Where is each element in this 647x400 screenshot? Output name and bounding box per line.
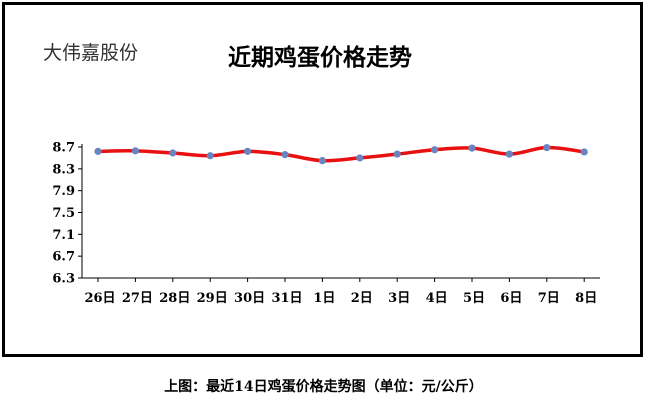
data-point: [543, 143, 551, 152]
y-tick-label: 6.7: [52, 250, 75, 265]
data-point: [580, 148, 588, 156]
x-tick-label: 29日: [197, 291, 228, 306]
data-point: [356, 154, 364, 162]
data-point: [505, 150, 513, 158]
x-tick-label: 7日: [538, 291, 560, 306]
x-tick-label: 3日: [388, 291, 410, 306]
data-point: [393, 150, 401, 158]
chart-caption: 上图：最近14日鸡蛋价格走势图（单位：元/公斤）: [164, 379, 483, 395]
data-point: [281, 151, 289, 159]
y-tick-label: 8.7: [52, 141, 75, 156]
x-axis-ticks: 26日 27日 28日 29日 30日 31日 1日 2日 3日 4日 5日 6日 7日 8日: [84, 278, 597, 306]
data-point: [94, 147, 102, 155]
y-tick-label: 7.5: [52, 206, 75, 221]
data-point: [169, 149, 177, 157]
data-point: [244, 147, 252, 155]
data-point: [131, 147, 139, 155]
data-point: [318, 157, 326, 165]
x-tick-label: 2日: [351, 291, 373, 306]
x-tick-label: 28日: [159, 291, 190, 306]
chart-axes: [81, 144, 600, 279]
series-group: [94, 143, 588, 165]
x-tick-label: 5日: [463, 291, 485, 306]
chart-title: 近期鸡蛋价格走势: [228, 44, 412, 71]
y-tick-label: 6.3: [52, 272, 75, 287]
company-name: 大伟嘉股份: [43, 42, 139, 64]
data-point: [468, 144, 476, 152]
y-tick-label: 7.9: [52, 184, 75, 199]
x-tick-label: 31日: [271, 291, 302, 306]
data-point: [206, 152, 214, 160]
x-tick-label: 8日: [575, 291, 597, 306]
x-tick-label: 6日: [500, 291, 522, 306]
x-tick-label: 1日: [313, 291, 335, 306]
y-tick-label: 7.1: [52, 228, 75, 243]
x-tick-label: 26日: [84, 291, 115, 306]
x-tick-label: 27日: [122, 291, 153, 306]
y-tick-label: 8.3: [52, 162, 75, 177]
x-tick-label: 30日: [234, 291, 265, 306]
chart-frame: [2, 2, 643, 357]
x-tick-label: 4日: [426, 291, 448, 306]
y-axis-ticks: 8.7 8.3 7.9 7.5 7.1 6.7 6.3: [52, 141, 82, 287]
data-point: [431, 146, 439, 154]
